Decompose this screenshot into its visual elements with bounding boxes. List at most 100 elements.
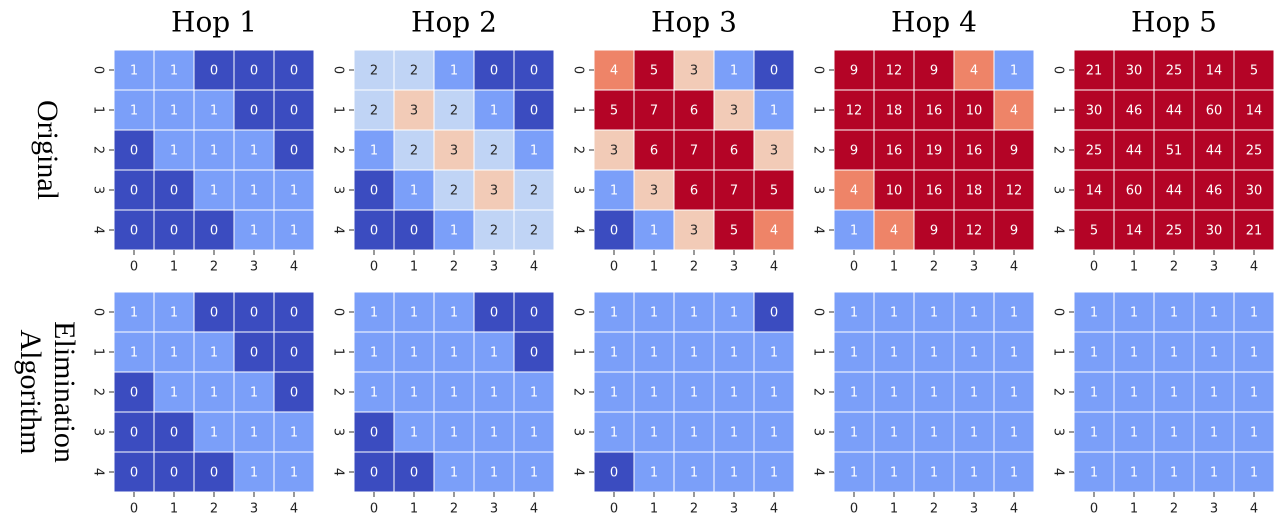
cell-value-label: 0 [210,466,218,481]
cell-value-label: 12 [846,104,863,119]
cell-value-label: 6 [730,144,738,159]
heatmap-cell [633,411,675,453]
cell-value-label: 1 [1170,346,1178,361]
cell-value-label: 1 [1130,346,1138,361]
cell-value-label: 12 [966,224,983,239]
cell-value-label: 1 [1130,306,1138,321]
cell-value-label: 0 [490,306,498,321]
y-tick-label: 4 [1051,226,1066,234]
x-tick-label: 3 [490,502,498,515]
cell-value-label: 25 [1086,144,1103,159]
cell-value-label: 1 [850,466,858,481]
y-tick-label: 3 [331,428,346,436]
heatmap-cell [393,49,435,91]
cell-value-label: 0 [170,184,178,199]
heatmap-cell [273,331,315,373]
cell-value-label: 1 [130,306,138,321]
cell-value-label: 1 [850,386,858,401]
cell-value-label: 2 [530,224,538,239]
y-tick-label: 0 [91,66,106,74]
cell-value-label: 1 [650,306,658,321]
cell-value-label: 0 [210,64,218,79]
cell-value-label: 30 [1126,64,1143,79]
cell-value-label: 1 [1170,386,1178,401]
cell-value-label: 1 [890,346,898,361]
cell-value-label: 0 [370,426,378,441]
cell-value-label: 7 [690,144,698,159]
cell-value-label: 1 [770,386,778,401]
heatmap-cell [593,89,635,131]
cell-value-label: 1 [170,386,178,401]
heatmap-cell [113,209,155,251]
heatmap-cell [153,291,195,333]
x-tick-label: 1 [890,260,898,275]
heatmap-cell [993,169,1035,211]
cell-value-label: 1 [250,144,258,159]
x-tick-label: 3 [970,260,978,275]
heatmap-cell [1193,291,1235,333]
cell-value-label: 1 [450,386,458,401]
cell-value-label: 10 [966,104,983,119]
cell-value-label: 1 [1010,306,1018,321]
heatmap-cell [833,169,875,211]
cell-value-label: 5 [650,64,658,79]
heatmap-cell [153,49,195,91]
cell-value-label: 1 [1170,466,1178,481]
heatmap-cell [873,129,915,171]
cell-value-label: 1 [770,426,778,441]
heatmap-cell [673,291,715,333]
cell-value-label: 1 [290,224,298,239]
heatmap-cell [673,129,715,171]
cell-value-label: 1 [1210,306,1218,321]
cell-value-label: 1 [170,64,178,79]
heatmap-cell [953,291,995,333]
cell-value-label: 0 [410,466,418,481]
cell-value-label: 0 [170,466,178,481]
cell-value-label: 3 [490,184,498,199]
cell-value-label: 2 [530,184,538,199]
heatmap-cell [1113,49,1155,91]
cell-value-label: 1 [650,346,658,361]
cell-value-label: 1 [1210,346,1218,361]
y-tick-label: 2 [571,146,586,154]
heatmap-cell [633,451,675,493]
heatmap-cell [1153,49,1195,91]
heatmap-cell [153,129,195,171]
heatmap-cell [153,169,195,211]
y-tick-label: 2 [91,146,106,154]
cell-value-label: 1 [610,426,618,441]
heatmap-cell [833,331,875,373]
heatmap-cell [473,371,515,413]
heatmap-cell [1073,331,1115,373]
cell-value-label: 1 [250,184,258,199]
heatmap-cell [673,411,715,453]
x-tick-label: 0 [850,260,858,275]
x-tick-label: 4 [1010,260,1018,275]
cell-value-label: 9 [930,224,938,239]
heatmap-cell [753,49,795,91]
cell-value-label: 44 [1206,144,1223,159]
x-tick-label: 3 [970,502,978,515]
cell-value-label: 1 [450,64,458,79]
cell-value-label: 3 [410,104,418,119]
heatmap-cell [1153,331,1195,373]
cell-value-label: 5 [1250,64,1258,79]
heatmap-cell [953,331,995,373]
cell-value-label: 1 [370,144,378,159]
x-tick-label: 2 [930,260,938,275]
cell-value-label: 25 [1166,64,1183,79]
heatmap-cell [873,89,915,131]
heatmap-cell [1113,209,1155,251]
cell-value-label: 0 [250,64,258,79]
cell-value-label: 9 [1010,144,1018,159]
cell-value-label: 1 [690,306,698,321]
heatmap-cell [1193,209,1235,251]
cell-value-label: 3 [690,64,698,79]
x-tick-label: 3 [490,260,498,275]
heatmap-cell [393,411,435,453]
y-tick-label: 2 [571,388,586,396]
cell-value-label: 51 [1166,144,1183,159]
heatmap-cell [913,89,955,131]
cell-value-label: 1 [170,104,178,119]
